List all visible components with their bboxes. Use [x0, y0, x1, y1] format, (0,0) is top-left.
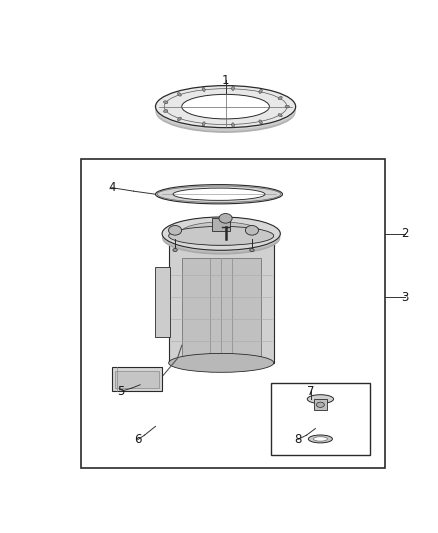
- Ellipse shape: [245, 225, 258, 235]
- Ellipse shape: [314, 437, 327, 441]
- Ellipse shape: [162, 217, 280, 251]
- Ellipse shape: [202, 122, 205, 126]
- Ellipse shape: [308, 435, 332, 443]
- Text: 3: 3: [402, 290, 409, 304]
- Bar: [112, 367, 162, 391]
- Ellipse shape: [169, 227, 274, 245]
- Ellipse shape: [307, 395, 334, 403]
- Ellipse shape: [316, 402, 324, 407]
- Ellipse shape: [162, 220, 280, 253]
- Bar: [169, 236, 274, 363]
- Text: 7: 7: [307, 385, 315, 398]
- Ellipse shape: [182, 94, 269, 119]
- Ellipse shape: [163, 110, 168, 112]
- Text: 5: 5: [117, 385, 124, 398]
- Bar: [115, 371, 159, 388]
- Ellipse shape: [169, 353, 274, 373]
- Ellipse shape: [180, 222, 263, 245]
- Ellipse shape: [185, 101, 266, 123]
- Ellipse shape: [177, 117, 181, 120]
- Ellipse shape: [162, 219, 280, 252]
- Ellipse shape: [162, 217, 280, 251]
- Text: 1: 1: [222, 74, 230, 87]
- Bar: [182, 258, 261, 356]
- Ellipse shape: [163, 101, 168, 103]
- Text: 4: 4: [108, 181, 116, 194]
- Ellipse shape: [155, 184, 283, 204]
- Ellipse shape: [155, 86, 296, 128]
- Ellipse shape: [278, 114, 282, 117]
- Bar: [314, 399, 327, 410]
- Ellipse shape: [155, 86, 296, 128]
- Ellipse shape: [155, 89, 296, 131]
- Ellipse shape: [232, 123, 234, 127]
- Text: 8: 8: [294, 433, 301, 446]
- Text: 2: 2: [401, 227, 409, 240]
- Ellipse shape: [169, 225, 182, 235]
- Bar: [271, 383, 370, 455]
- Ellipse shape: [173, 248, 177, 252]
- Ellipse shape: [259, 120, 262, 124]
- Bar: [155, 266, 170, 336]
- Ellipse shape: [185, 97, 266, 120]
- Ellipse shape: [219, 214, 232, 223]
- Bar: [212, 219, 230, 231]
- Ellipse shape: [202, 87, 205, 92]
- Ellipse shape: [155, 91, 296, 133]
- Bar: [81, 159, 385, 468]
- Ellipse shape: [232, 86, 234, 91]
- Ellipse shape: [185, 95, 266, 118]
- Ellipse shape: [285, 106, 290, 108]
- Ellipse shape: [259, 90, 262, 93]
- Ellipse shape: [250, 248, 254, 252]
- Ellipse shape: [162, 221, 280, 255]
- Ellipse shape: [173, 188, 265, 200]
- Ellipse shape: [155, 87, 296, 130]
- Text: 6: 6: [134, 433, 142, 446]
- Ellipse shape: [185, 99, 266, 122]
- Ellipse shape: [177, 93, 181, 96]
- Ellipse shape: [278, 96, 282, 100]
